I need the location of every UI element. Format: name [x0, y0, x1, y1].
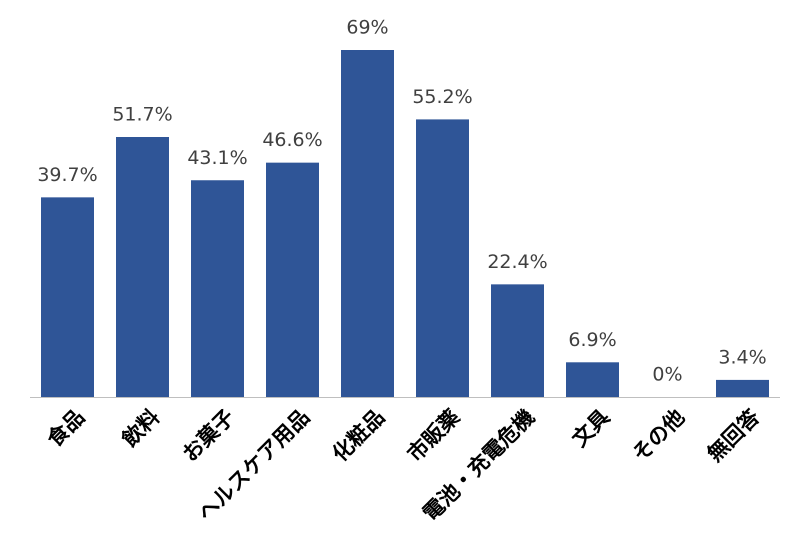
- value-label: 51.7%: [112, 104, 172, 126]
- value-label: 43.1%: [187, 147, 247, 169]
- x-tick-label: その他: [628, 405, 690, 467]
- bar: [191, 180, 244, 397]
- bar: [41, 197, 94, 397]
- x-tick-label: 無回答: [703, 404, 765, 466]
- bar: [716, 379, 769, 397]
- bar: [266, 162, 319, 397]
- value-label: 55.2%: [412, 86, 472, 108]
- value-label: 46.6%: [262, 129, 322, 151]
- x-tick-label: 文具: [568, 405, 615, 452]
- value-label: 69%: [346, 17, 388, 39]
- bar: [116, 137, 169, 397]
- x-tick-label: 飲料: [117, 405, 164, 452]
- value-label: 39.7%: [37, 164, 97, 186]
- value-label: 3.4%: [718, 346, 766, 368]
- x-tick-label: 市販薬: [403, 405, 465, 467]
- x-tick-label: お菓子: [178, 405, 240, 467]
- bar: [416, 119, 469, 398]
- value-label: 6.9%: [568, 329, 616, 351]
- x-tick-label: 食品: [43, 405, 90, 452]
- bar: [566, 362, 619, 397]
- value-label: 22.4%: [487, 251, 547, 273]
- bar: [491, 284, 544, 397]
- x-tick-label: 化粧品: [328, 405, 390, 467]
- bar: [341, 50, 394, 397]
- value-label: 0%: [652, 364, 682, 386]
